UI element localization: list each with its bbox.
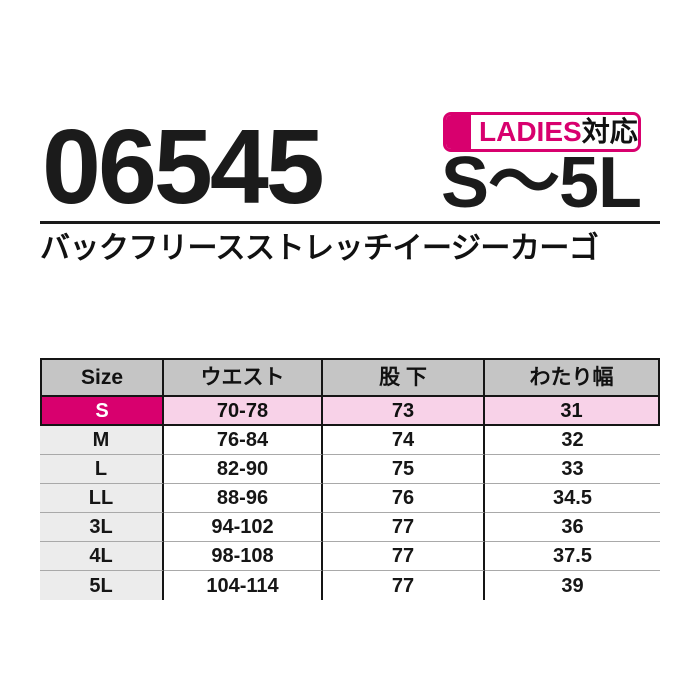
size-label: L bbox=[40, 455, 164, 484]
waist-value: 104-114 bbox=[164, 571, 323, 600]
size-range: S〜5L bbox=[440, 143, 642, 223]
badge-taio-label: 対応 bbox=[581, 116, 638, 147]
watari-value: 39 bbox=[485, 571, 660, 600]
watari-value: 31 bbox=[485, 397, 660, 426]
size-label: LL bbox=[40, 484, 164, 513]
watari-value: 32 bbox=[485, 426, 660, 455]
size-label: 3L bbox=[40, 513, 164, 542]
waist-value: 94-102 bbox=[164, 513, 323, 542]
inseam-value: 75 bbox=[323, 455, 485, 484]
size-table: Size ウエスト 股 下 わたり幅 S 70-78 73 31 M 76-84… bbox=[40, 358, 660, 600]
column-header-watari: わたり幅 bbox=[485, 358, 660, 397]
badge-ladies-label: LADIES bbox=[479, 116, 582, 147]
inseam-value: 74 bbox=[323, 426, 485, 455]
column-header-inseam: 股 下 bbox=[323, 358, 485, 397]
product-name: バックフリースストレッチイージーカーゴ bbox=[40, 232, 599, 265]
size-label: 5L bbox=[40, 571, 164, 600]
size-label: S bbox=[40, 397, 164, 426]
watari-value: 34.5 bbox=[485, 484, 660, 513]
column-header-size: Size bbox=[40, 358, 164, 397]
inseam-value: 77 bbox=[323, 513, 485, 542]
waist-value: 70-78 bbox=[164, 397, 323, 426]
badge-accent-block bbox=[446, 115, 471, 149]
divider-rule bbox=[40, 221, 660, 224]
watari-value: 33 bbox=[485, 455, 660, 484]
inseam-value: 76 bbox=[323, 484, 485, 513]
product-code: 06545 bbox=[42, 108, 325, 226]
waist-value: 98-108 bbox=[164, 542, 323, 571]
size-label: M bbox=[40, 426, 164, 455]
inseam-value: 77 bbox=[323, 542, 485, 571]
ladies-badge: LADIES 対応 bbox=[443, 112, 641, 152]
inseam-value: 77 bbox=[323, 571, 485, 600]
size-label: 4L bbox=[40, 542, 164, 571]
waist-value: 76-84 bbox=[164, 426, 323, 455]
waist-value: 88-96 bbox=[164, 484, 323, 513]
waist-value: 82-90 bbox=[164, 455, 323, 484]
inseam-value: 73 bbox=[323, 397, 485, 426]
watari-value: 37.5 bbox=[485, 542, 660, 571]
watari-value: 36 bbox=[485, 513, 660, 542]
column-header-waist: ウエスト bbox=[164, 358, 323, 397]
